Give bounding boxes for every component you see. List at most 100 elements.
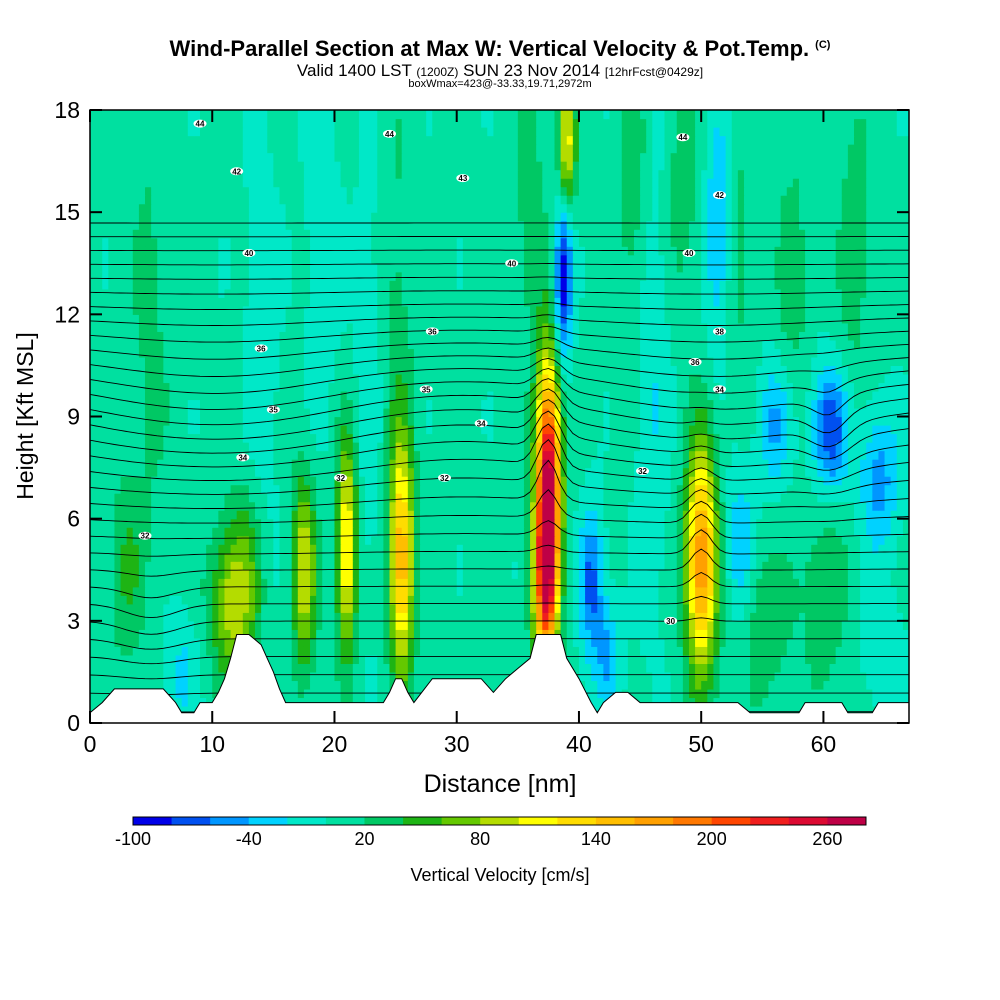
field-cell — [817, 680, 825, 690]
field-cell — [352, 569, 360, 579]
field-cell — [786, 518, 794, 528]
field-cell — [212, 552, 219, 562]
field-cell — [163, 450, 171, 460]
field-cell — [96, 646, 103, 656]
field-cell — [658, 680, 666, 690]
field-cell — [255, 459, 262, 469]
field-cell — [731, 561, 739, 571]
field-cell — [664, 442, 672, 452]
field-cell — [756, 518, 763, 528]
field-cell — [627, 450, 635, 460]
field-cell — [468, 569, 476, 579]
field-cell — [120, 552, 128, 562]
field-cell — [768, 467, 776, 477]
field-cell — [279, 663, 287, 673]
field-cell — [132, 476, 140, 486]
field-cell — [444, 552, 452, 562]
field-cell — [530, 501, 537, 511]
field-cell — [407, 518, 415, 528]
field-cell — [878, 535, 886, 545]
field-cell — [750, 671, 757, 682]
field-cell — [114, 552, 122, 562]
field-cell — [866, 459, 873, 469]
field-cell — [688, 518, 696, 528]
field-cell — [212, 425, 219, 435]
field-cell — [340, 586, 348, 596]
field-cell — [248, 510, 256, 520]
field-cell — [597, 569, 604, 579]
field-cell — [750, 535, 757, 545]
field-cell — [554, 442, 562, 452]
field-cell — [756, 501, 763, 511]
field-cell — [310, 561, 317, 571]
field-cell — [835, 416, 843, 426]
field-cell — [218, 407, 226, 418]
field-cell — [383, 407, 391, 418]
field-cell — [242, 586, 250, 596]
field-cell — [316, 459, 323, 469]
field-cell — [310, 484, 317, 494]
field-cell — [316, 527, 323, 537]
field-cell — [157, 663, 164, 673]
field-cell — [340, 629, 348, 639]
field-cell — [853, 476, 861, 486]
field-cell — [731, 569, 739, 579]
field-cell — [866, 705, 873, 716]
field-cell — [426, 654, 433, 664]
field-cell — [352, 467, 360, 477]
field-cell — [310, 586, 317, 596]
field-cell — [383, 510, 391, 520]
field-cell — [450, 671, 458, 682]
field-cell — [853, 510, 861, 520]
field-cell — [365, 569, 372, 579]
field-cell — [829, 459, 837, 469]
field-cell — [310, 671, 317, 682]
field-cell — [255, 544, 262, 554]
field-cell — [841, 612, 849, 622]
field-cell — [750, 407, 757, 418]
field-cell — [493, 612, 501, 622]
field-cell — [829, 467, 837, 477]
field-cell — [114, 646, 122, 656]
field-cell — [438, 510, 446, 520]
field-cell — [242, 578, 250, 588]
field-cell — [114, 680, 122, 690]
field-cell — [597, 493, 604, 503]
utc-time: (1200Z) — [416, 65, 459, 79]
field-cell — [835, 484, 843, 494]
field-cell — [279, 561, 287, 571]
field-cell — [707, 612, 715, 622]
field-cell — [902, 654, 909, 664]
field-cell — [835, 595, 843, 605]
field-cell — [114, 510, 122, 520]
field-cell — [340, 603, 348, 613]
field-cell — [597, 484, 604, 494]
field-cell — [138, 603, 146, 613]
field-cell — [725, 459, 733, 469]
field-cell — [530, 586, 537, 596]
field-cell — [193, 510, 201, 520]
field-cell — [890, 620, 898, 630]
field-cell — [206, 603, 213, 613]
field-cell — [475, 518, 482, 528]
field-cell — [163, 399, 171, 409]
field-cell — [884, 425, 892, 435]
field-cell — [902, 586, 909, 596]
field-cell — [218, 603, 226, 613]
field-cell — [585, 433, 592, 443]
field-cell — [358, 586, 366, 596]
field-cell — [896, 671, 904, 682]
field-cell — [878, 544, 886, 554]
field-cell — [236, 527, 244, 537]
field-cell — [456, 476, 464, 486]
field-cell — [444, 416, 452, 426]
field-cell — [548, 476, 556, 486]
field-cell — [548, 629, 556, 639]
field-cell — [420, 680, 427, 690]
field-cell — [682, 671, 690, 682]
field-cell — [523, 416, 531, 426]
field-cell — [792, 518, 800, 528]
field-cell — [255, 476, 262, 486]
field-cell — [151, 407, 158, 418]
field-cell — [640, 416, 647, 426]
